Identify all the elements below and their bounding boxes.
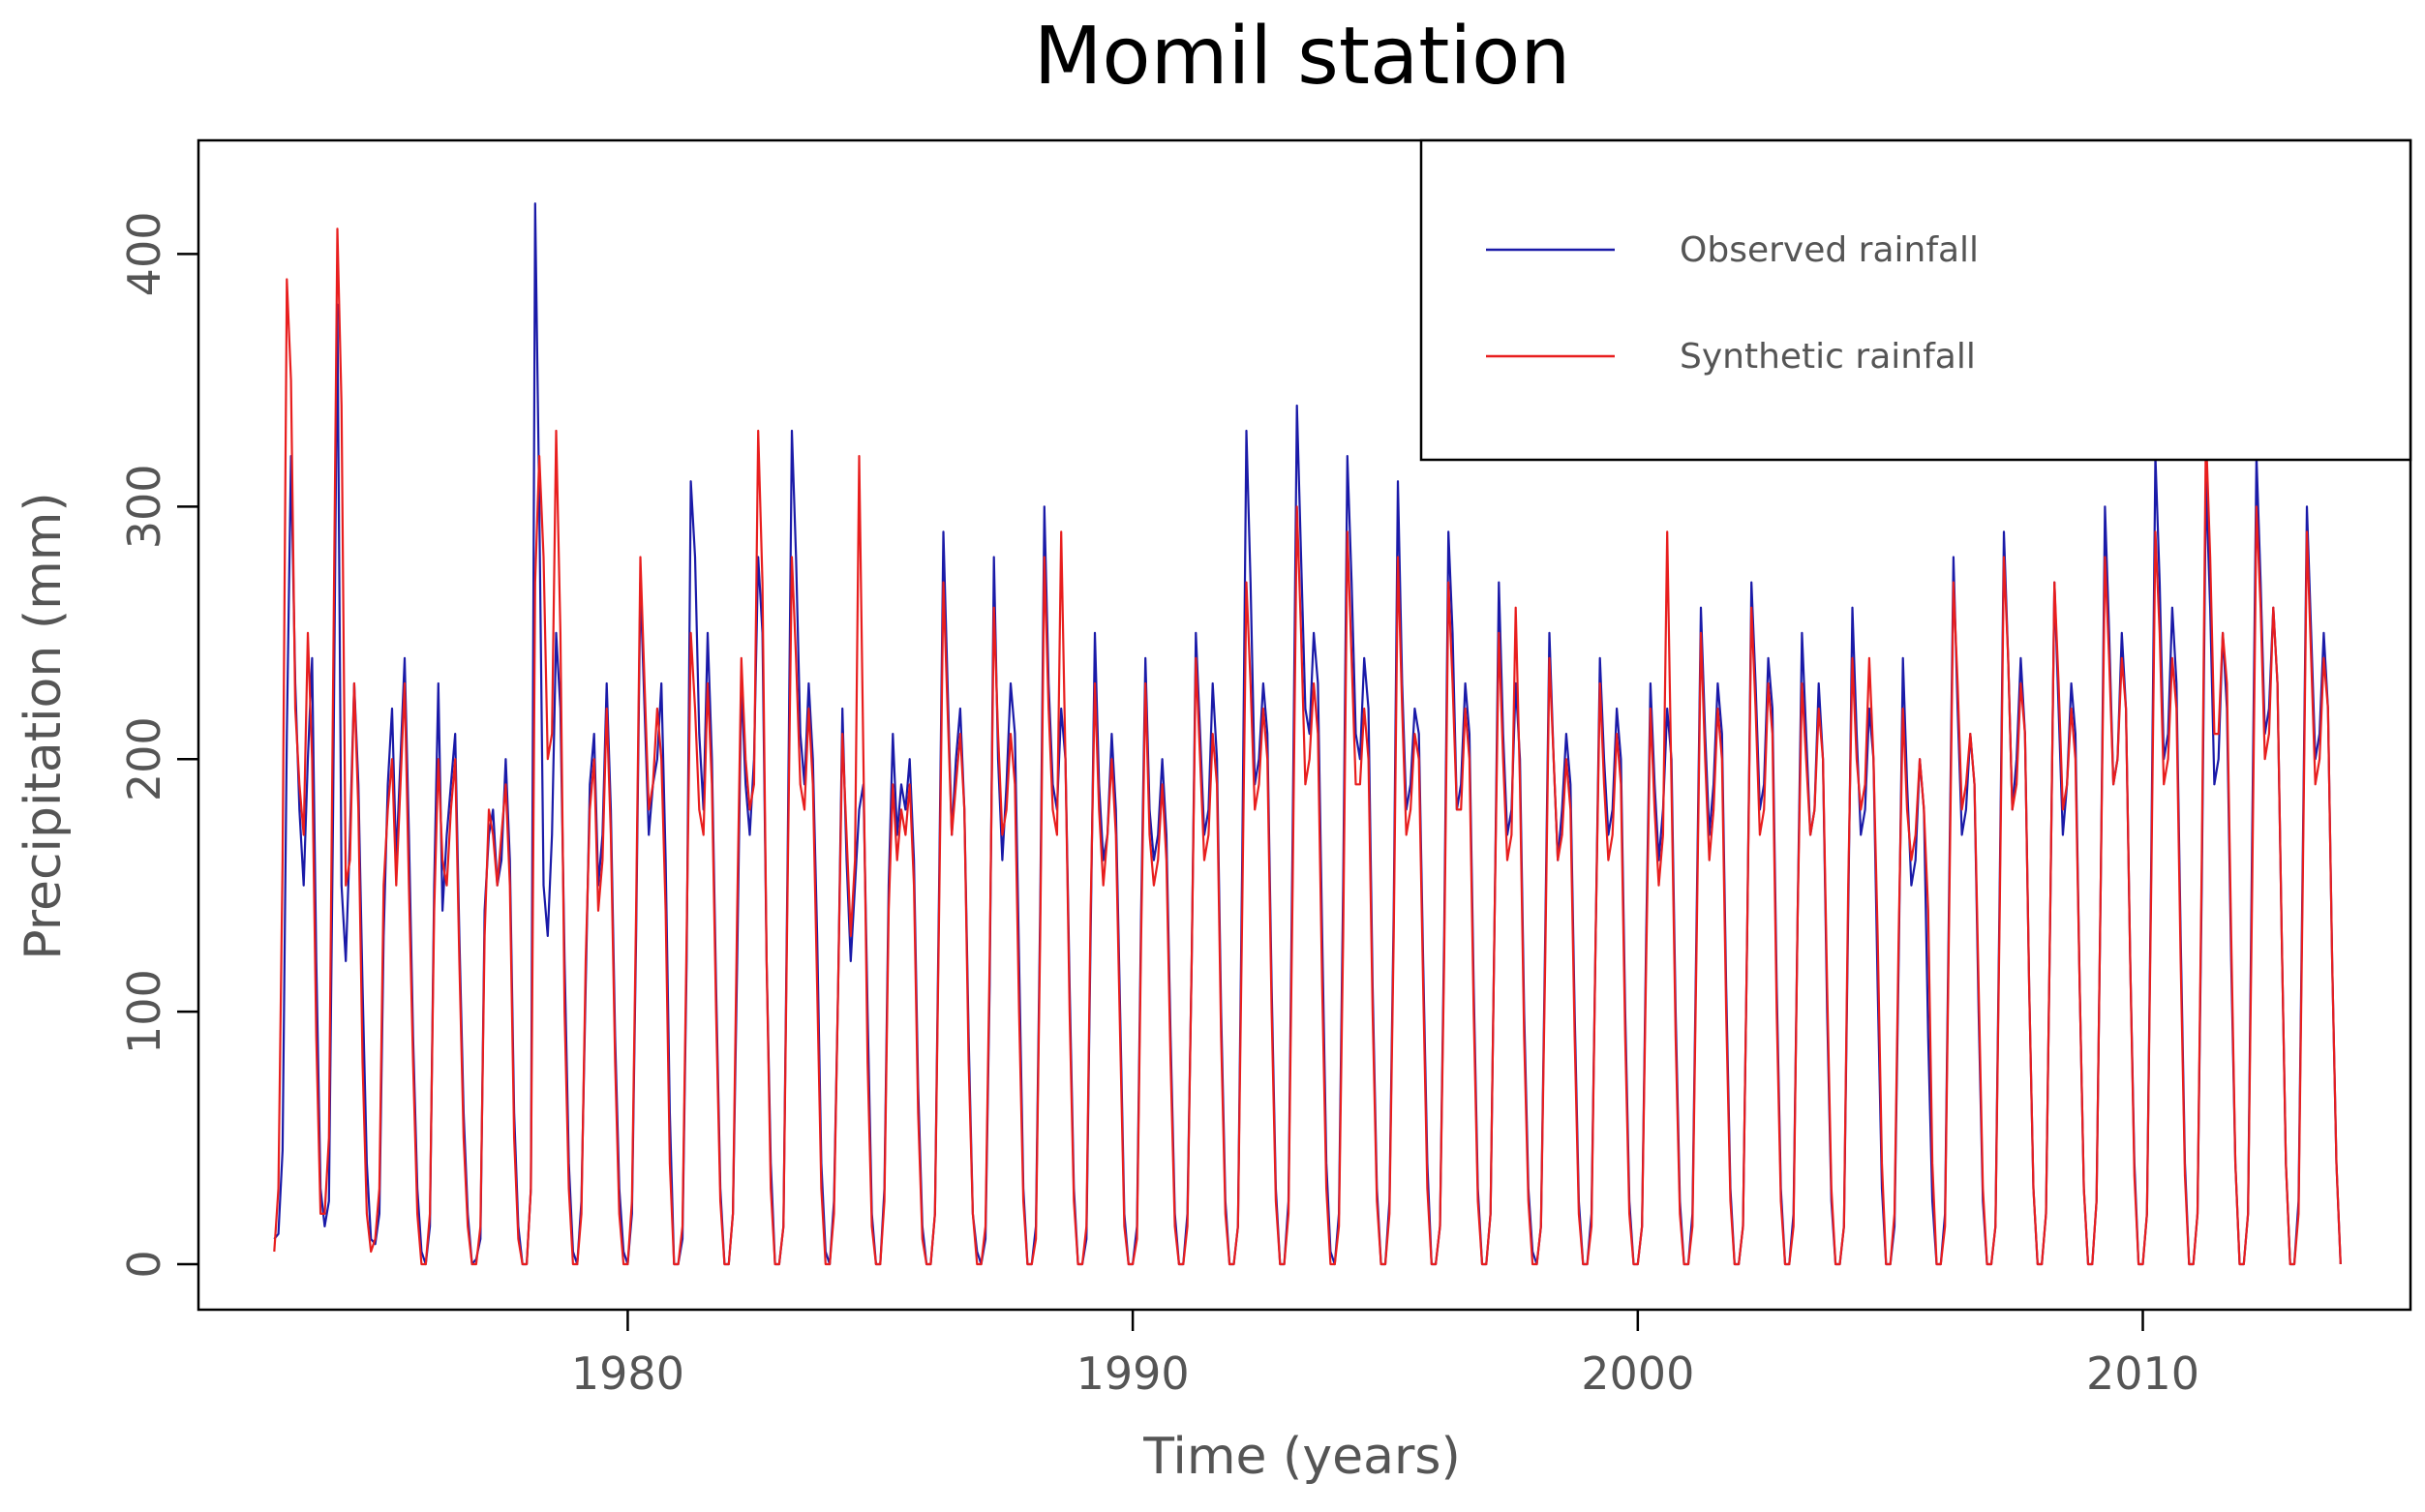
x-tick-label: 2000	[1581, 1347, 1694, 1400]
x-axis: 1980 1990 2000 2010	[571, 1310, 2199, 1400]
y-tick-label: 0	[118, 1250, 170, 1278]
legend-box	[1419, 138, 2412, 462]
plot-frame	[197, 138, 2412, 1312]
y-tick-label: 200	[118, 716, 170, 801]
legend-label-observed: Observed rainfall	[1680, 230, 1979, 270]
chart-title: Momil station	[1034, 11, 1571, 103]
series-layer	[273, 202, 2342, 1266]
y-tick-label: 100	[118, 969, 170, 1054]
x-tick-label: 1990	[1076, 1347, 1190, 1400]
y-tick-label: 400	[118, 212, 170, 297]
legend-label-synthetic: Synthetic rainfall	[1680, 337, 1976, 377]
x-axis-label: Time (years)	[1142, 1428, 1460, 1486]
series-line-synthetic	[273, 227, 2342, 1266]
y-axis-label: Precipitation (mm)	[15, 492, 73, 959]
legend: Observed rainfall Synthetic rainfall	[1419, 138, 2412, 462]
x-tick-label: 1980	[571, 1347, 684, 1400]
x-tick-label: 2010	[2086, 1347, 2199, 1400]
y-axis: 0 100 200 300 400	[118, 212, 198, 1279]
y-tick-label: 300	[118, 464, 170, 549]
